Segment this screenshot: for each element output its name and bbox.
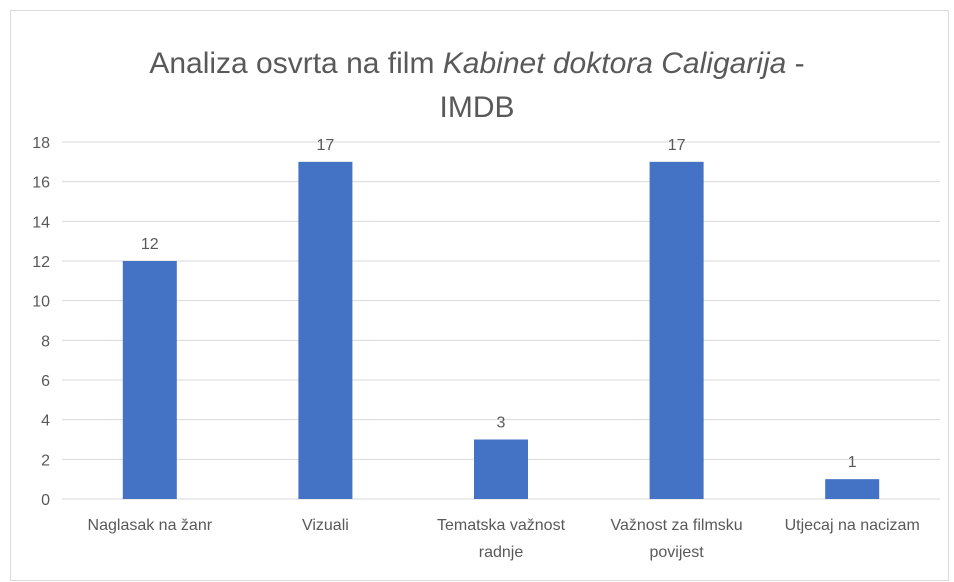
data-label: 12 — [141, 236, 159, 253]
bar — [474, 439, 528, 499]
bar — [649, 161, 704, 500]
x-tick-label: Vizuali — [301, 517, 349, 534]
bar — [825, 479, 880, 499]
title-part: - — [794, 47, 805, 80]
title-part: Analiza osvrta na film — [149, 47, 435, 80]
x-tick-label: Utjecaj na nacizam — [784, 517, 920, 534]
chart-title: Analiza osvrta na film Kabinet doktora C… — [0, 42, 954, 130]
bar — [122, 261, 177, 499]
y-tick-label: 2 — [41, 452, 50, 469]
y-tick-label: 12 — [32, 254, 50, 271]
title-part: Kabinet doktora Caligarija — [442, 47, 787, 80]
data-label: 17 — [317, 137, 335, 154]
title-part: IMDB — [439, 91, 515, 124]
x-tick-label: Naglasak na žanr — [87, 517, 213, 534]
y-tick-label: 8 — [41, 333, 50, 350]
x-tick-label: Tematska važnost radnje — [436, 517, 566, 561]
y-tick-label: 14 — [32, 214, 50, 231]
y-tick-label: 0 — [41, 492, 50, 509]
y-tick-label: 6 — [41, 373, 50, 390]
bar — [298, 161, 353, 500]
y-tick-label: 4 — [41, 413, 50, 430]
data-label: 3 — [497, 415, 506, 432]
data-label: 17 — [668, 137, 686, 154]
x-tick-label: Važnost za filmsku povijest — [610, 517, 743, 561]
data-label: 1 — [848, 454, 857, 471]
y-tick-label: 18 — [32, 135, 50, 152]
y-tick-label: 10 — [32, 294, 50, 311]
y-tick-label: 16 — [32, 175, 50, 192]
